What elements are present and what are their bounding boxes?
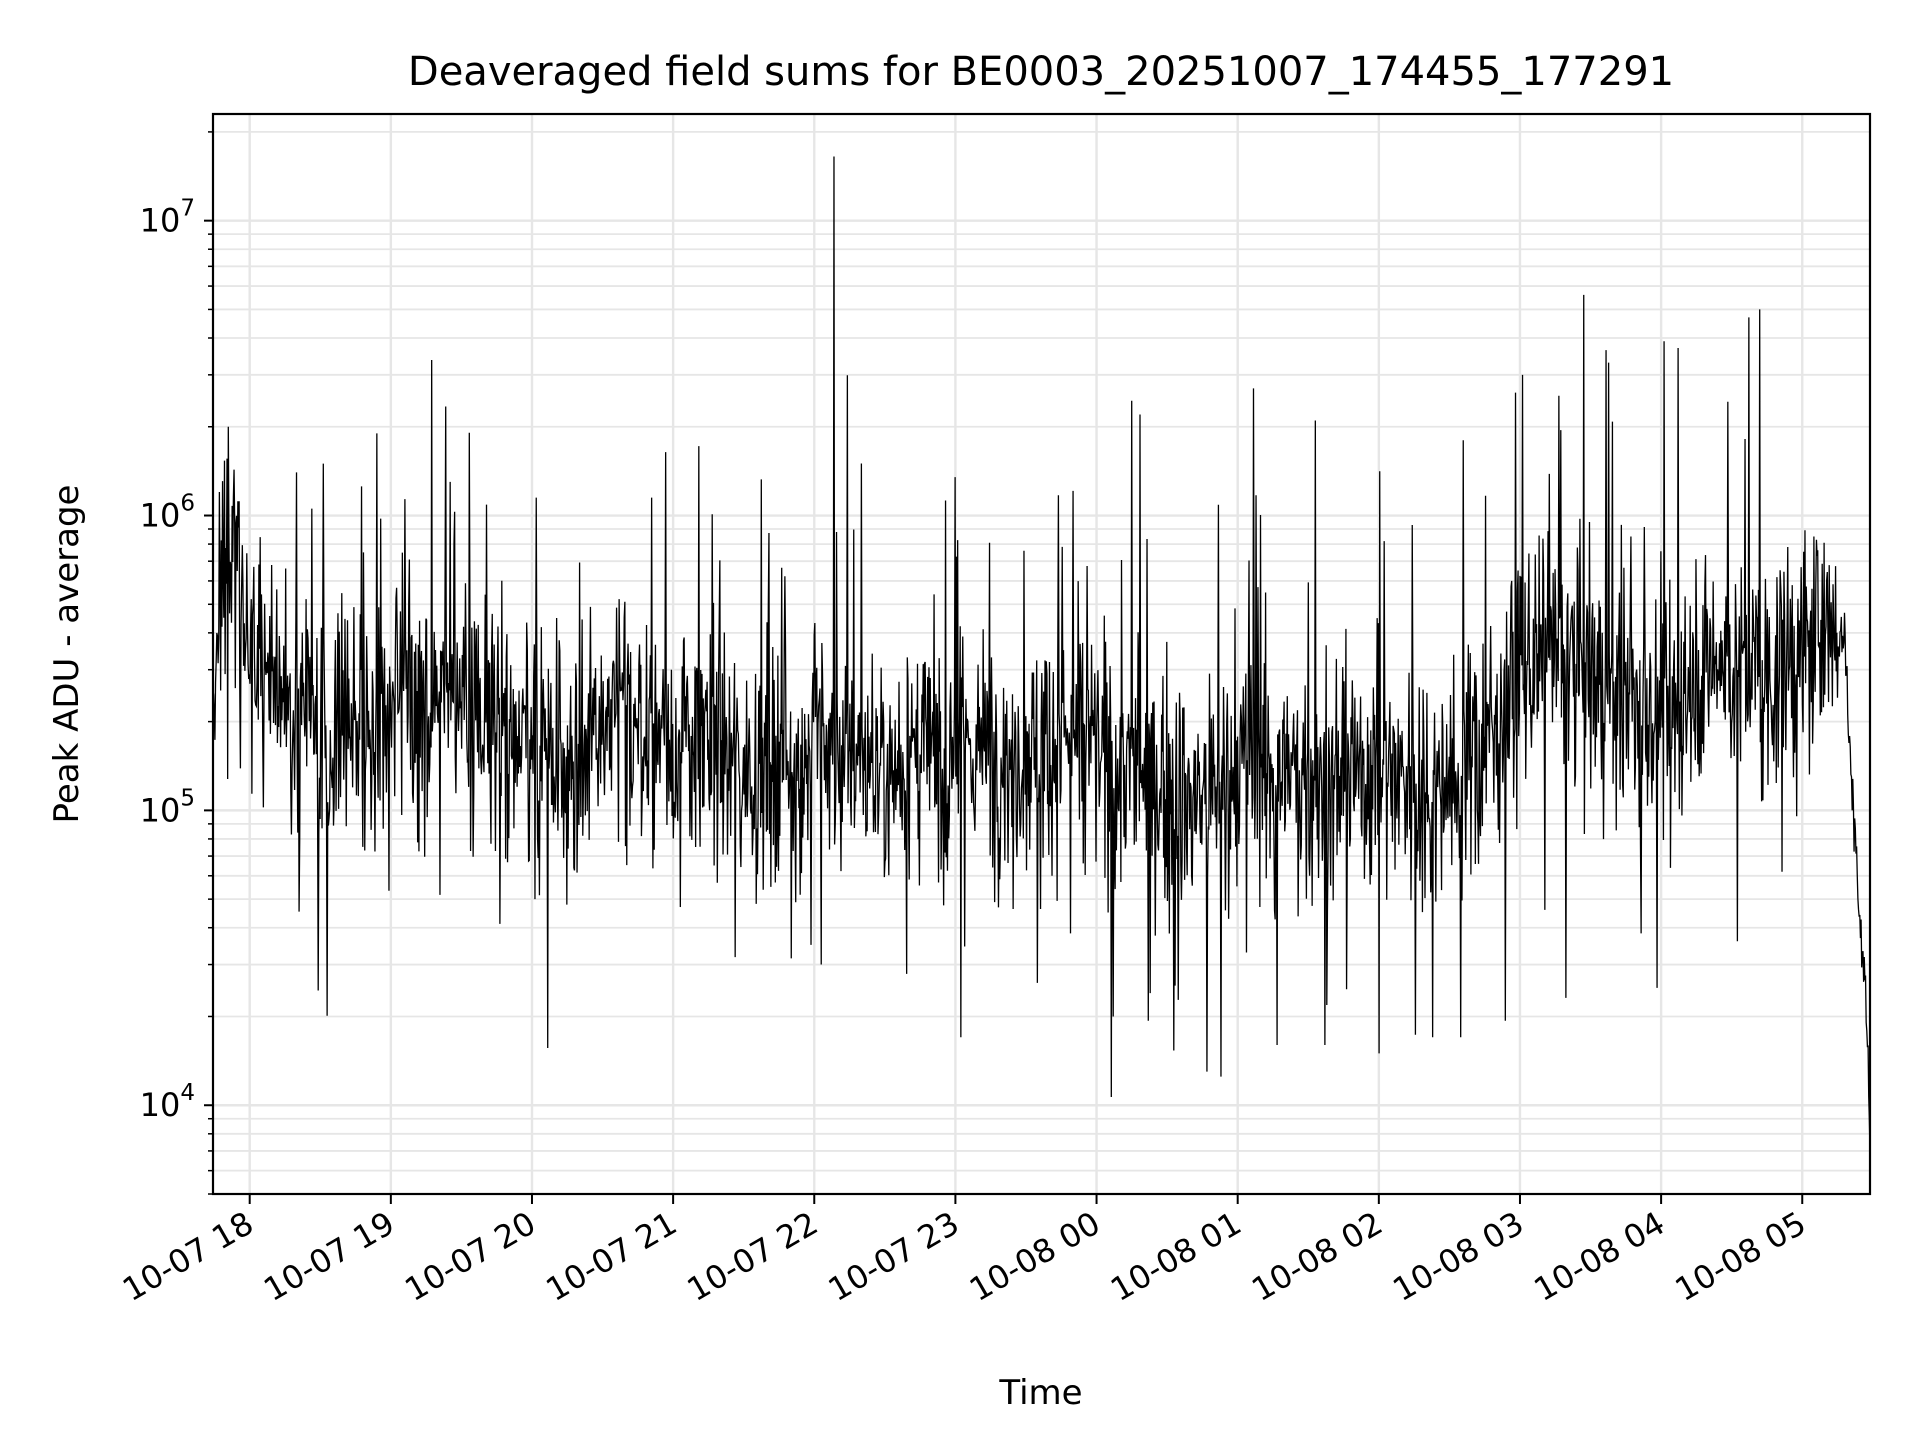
y-tick-base: 10 — [140, 791, 181, 829]
series-layer — [212, 156, 1871, 1151]
y-tick-exponent: 5 — [180, 785, 195, 811]
y-tick-label: 105 — [140, 785, 195, 829]
x-axis-label: Time — [998, 1373, 1082, 1413]
y-tick-exponent: 4 — [180, 1080, 195, 1106]
y-axis-label: Peak ADU - average — [47, 485, 87, 824]
y-tick-exponent: 6 — [180, 491, 195, 517]
chart-title: Deaveraged field sums for BE0003_2025100… — [408, 49, 1674, 95]
y-tick-base: 10 — [140, 1086, 181, 1124]
y-tick-label: 106 — [140, 491, 195, 535]
y-tick-label: 104 — [140, 1080, 195, 1124]
plot-frame — [211, 112, 1872, 1196]
y-tick-exponent: 7 — [180, 196, 195, 222]
y-tick-base: 10 — [140, 202, 181, 240]
y-tick-label: 107 — [140, 196, 195, 240]
series-line — [212, 156, 1871, 1151]
y-tick-base: 10 — [140, 497, 181, 535]
